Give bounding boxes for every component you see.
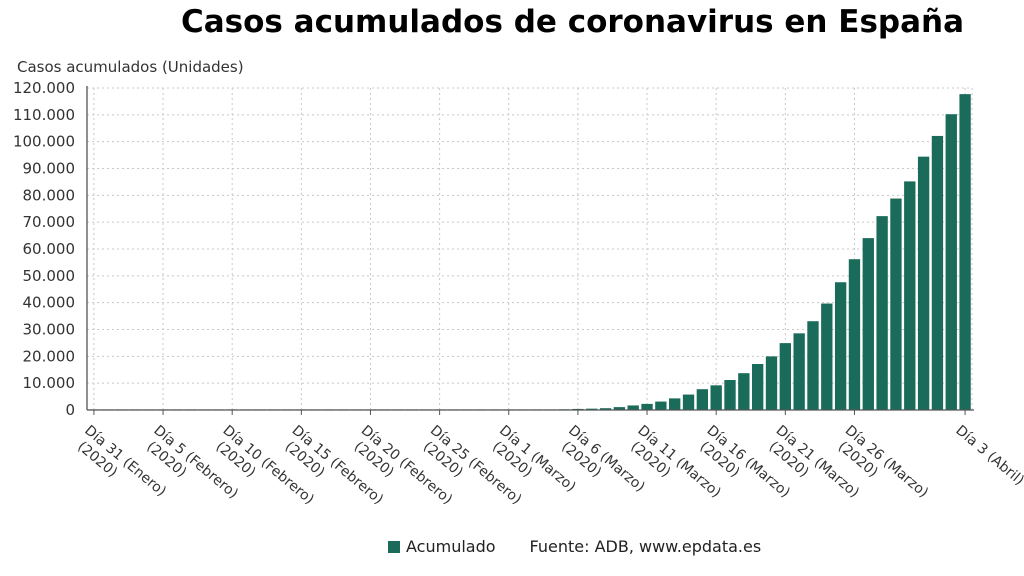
source-text: Fuente: ADB, www.epdata.es: [529, 537, 762, 556]
y-axis-label: Casos acumulados (Unidades): [17, 58, 244, 76]
y-tick-label: 60.000: [23, 240, 76, 258]
y-tick-label: 110.000: [13, 106, 75, 124]
legend-label: Acumulado: [406, 537, 496, 556]
y-tick-label: 90.000: [23, 160, 76, 178]
bar: [738, 373, 750, 410]
bar: [641, 403, 653, 410]
bar: [821, 303, 833, 410]
y-tick-label: 20.000: [23, 347, 76, 365]
bar: [807, 321, 819, 410]
bar: [779, 343, 791, 410]
y-tick-label: 120.000: [13, 79, 75, 97]
y-tick-label: 0: [65, 401, 75, 419]
legend: Acumulado Fuente: ADB, www.epdata.es: [388, 537, 761, 556]
bar: [682, 394, 695, 410]
bar: [959, 94, 971, 410]
bar: [876, 216, 888, 410]
y-tick-label: 10.000: [23, 374, 76, 392]
bar: [917, 156, 930, 410]
y-tick-label: 50.000: [23, 267, 76, 285]
bar: [724, 380, 736, 410]
chart-title: Casos acumulados de coronavirus en Españ…: [181, 4, 964, 40]
bar: [890, 198, 902, 410]
bar: [904, 181, 916, 410]
y-tick-label: 30.000: [23, 321, 76, 339]
bar: [931, 135, 944, 411]
bar: [793, 333, 805, 410]
bar: [627, 405, 639, 410]
y-tick-label: 80.000: [23, 186, 76, 204]
x-tick-label: Día 6 (Marzo)(2020): [554, 422, 647, 508]
bar: [862, 238, 874, 410]
bar: [669, 398, 681, 410]
bar: [848, 259, 861, 410]
x-tick-label: Día 3 (Abril): [952, 422, 1024, 488]
x-tick-label: Día 26 (Marzo)(2020): [831, 422, 931, 513]
bar: [696, 389, 709, 410]
bar: [710, 385, 722, 410]
bar: [751, 363, 764, 410]
bar: [765, 356, 778, 410]
bar: [834, 282, 847, 410]
y-tick-label: 100.000: [13, 133, 75, 151]
bar: [599, 408, 612, 410]
bar: [586, 408, 598, 410]
bar: [613, 407, 626, 410]
y-tick-label: 70.000: [23, 213, 76, 231]
bar: [945, 114, 957, 410]
y-tick-label: 40.000: [23, 294, 76, 312]
legend-swatch: [388, 540, 400, 553]
bar: [655, 401, 667, 410]
